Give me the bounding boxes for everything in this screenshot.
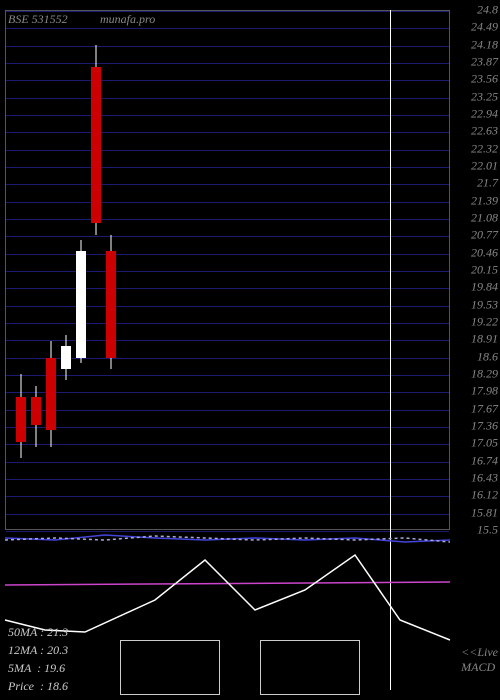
ma5-label: 5MA : 19.6: [8, 659, 68, 677]
ma50-label: 50MA : 21.3: [8, 623, 68, 641]
indicator-overlay: [0, 0, 500, 700]
stock-chart-container: BSE 531552 munafa.pro 24.824.4924.1823.8…: [0, 0, 500, 700]
legend-box: [260, 640, 360, 695]
ma12-label: 12MA : 20.3: [8, 641, 68, 659]
ticker-label: BSE 531552: [8, 12, 68, 27]
legend-box: [120, 640, 220, 695]
price-label: Price : 18.6: [8, 677, 68, 695]
macd-label: <<Live MACD: [461, 645, 498, 675]
info-panel: 50MA : 21.3 12MA : 20.3 5MA : 19.6 Price…: [8, 623, 68, 695]
watermark: munafa.pro: [100, 12, 155, 27]
